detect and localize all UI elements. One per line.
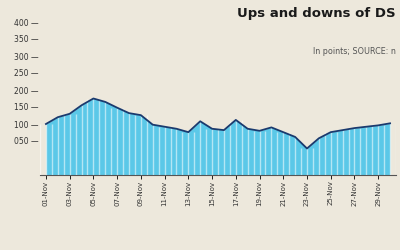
Text: Ups and downs of DS: Ups and downs of DS [237, 8, 396, 20]
Text: In points; SOURCE: n: In points; SOURCE: n [313, 48, 396, 56]
